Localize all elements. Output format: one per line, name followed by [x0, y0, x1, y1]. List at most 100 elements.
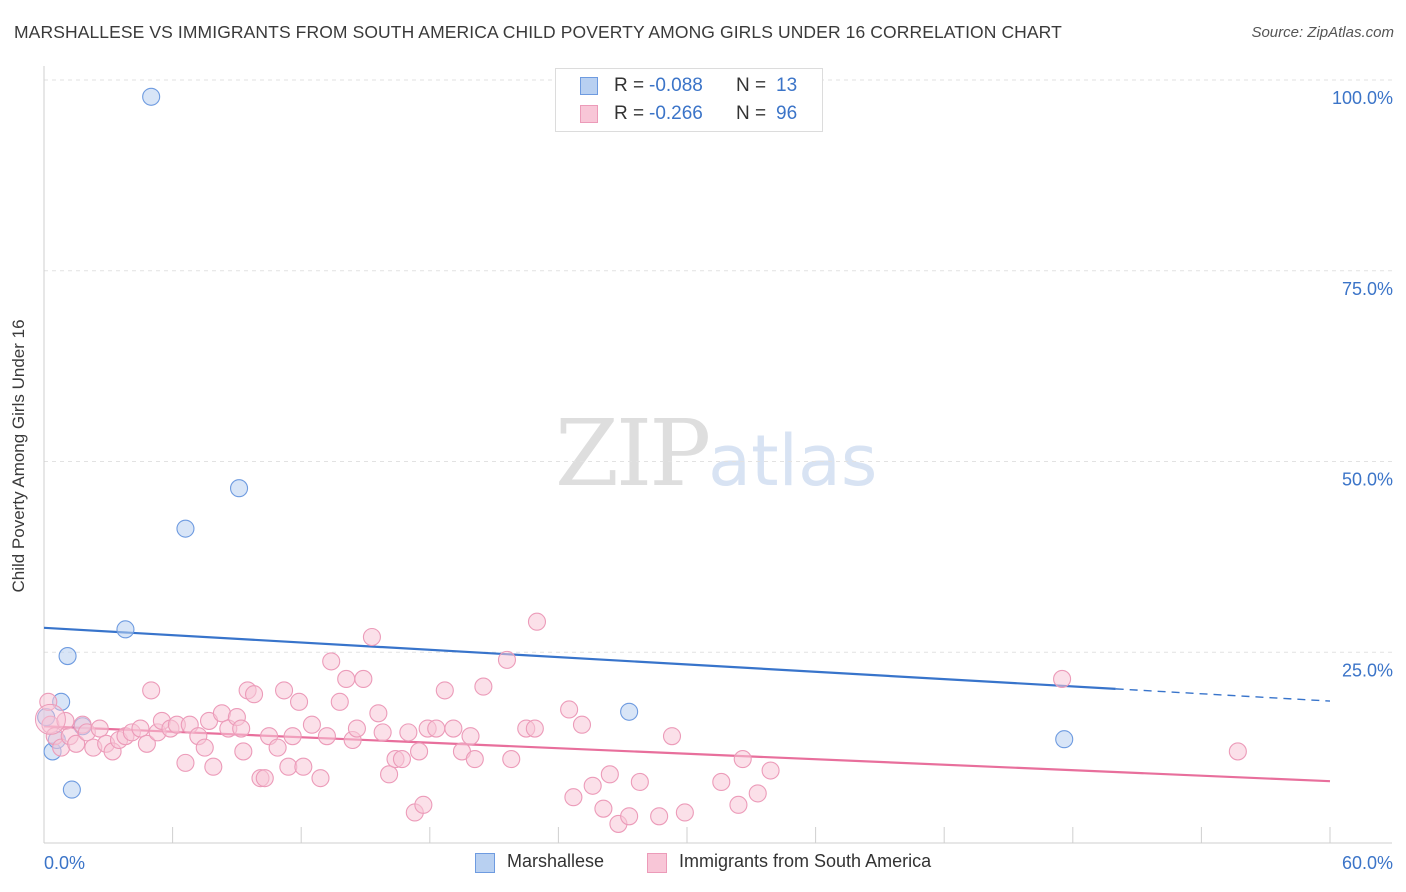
trend-line-marshallese-extension: [1115, 688, 1331, 702]
point-south-america: [662, 727, 682, 746]
y-tick-label: 100.0%: [1332, 88, 1393, 108]
source-label: Source: ZipAtlas.com: [1251, 24, 1394, 41]
point-marshallese: [176, 519, 195, 538]
y-tick-label: 75.0%: [1342, 279, 1393, 299]
legend-swatch-pink: [647, 853, 667, 873]
data-points: [34, 87, 1247, 833]
point-south-america: [465, 750, 484, 769]
grid-lines: [44, 79, 1392, 653]
legend-label-south-america: Immigrants from South America: [679, 851, 932, 871]
y-tick-label: 50.0%: [1342, 470, 1393, 490]
point-south-america: [427, 719, 446, 738]
point-south-america: [748, 784, 767, 803]
point-south-america: [527, 612, 547, 631]
point-south-america: [204, 757, 223, 776]
point-south-america: [234, 742, 253, 761]
point-south-america: [212, 704, 231, 723]
point-south-america: [283, 727, 302, 746]
point-south-america: [733, 750, 752, 769]
point-south-america: [399, 723, 418, 742]
point-marshallese: [142, 87, 161, 106]
point-marshallese: [620, 702, 639, 721]
legend-r-value: -0.088: [649, 75, 703, 96]
point-south-america: [583, 776, 602, 795]
point-south-america: [337, 669, 356, 689]
point-south-america: [322, 652, 341, 671]
chart-title: MARSHALLESE VS IMMIGRANTS FROM SOUTH AME…: [14, 22, 1062, 42]
point-south-america: [600, 765, 619, 784]
legend-row-marshallese: R = -0.088 N = 13: [556, 75, 822, 99]
point-south-america: [474, 677, 493, 696]
point-south-america: [268, 738, 287, 757]
point-south-america: [712, 772, 731, 792]
point-marshallese: [62, 780, 81, 799]
point-south-america: [131, 719, 150, 738]
point-south-america: [142, 681, 161, 700]
point-south-america: [67, 734, 86, 753]
point-south-america: [444, 719, 463, 738]
point-south-america: [176, 753, 195, 772]
point-south-america: [330, 692, 349, 711]
point-south-america: [290, 692, 309, 711]
watermark-zip: ZIP: [555, 400, 711, 507]
point-south-america: [650, 807, 669, 826]
legend-n-value: 96: [776, 103, 798, 124]
legend-r-label: R =: [614, 103, 645, 124]
point-south-america: [594, 799, 613, 818]
point-south-america: [279, 757, 298, 776]
point-south-america: [294, 757, 313, 776]
point-marshallese: [116, 620, 135, 639]
point-south-america: [347, 719, 366, 738]
y-tick-label: 25.0%: [1342, 660, 1393, 680]
point-south-america: [564, 788, 583, 807]
point-south-america: [137, 734, 156, 753]
point-south-america: [630, 772, 649, 792]
point-south-america: [373, 723, 392, 742]
point-south-america: [362, 627, 381, 647]
point-south-america: [502, 750, 521, 769]
point-south-america-cluster: [34, 703, 66, 735]
legend-swatch-pink: [580, 105, 598, 123]
point-south-america: [414, 795, 433, 814]
trend-lines: [43, 626, 1331, 783]
point-south-america: [1228, 742, 1247, 761]
point-south-america: [435, 681, 454, 700]
point-south-america: [392, 750, 411, 769]
point-south-america: [620, 807, 639, 826]
point-south-america: [560, 700, 579, 719]
correlation-legend: R = -0.088 N = 13 R = -0.266 N = 96: [555, 68, 823, 132]
x-tick-label: 0.0%: [44, 853, 85, 873]
trend-line-south-america: [43, 725, 1331, 783]
point-south-america: [761, 761, 780, 780]
point-south-america: [354, 669, 373, 689]
legend-swatch-blue: [580, 77, 598, 95]
point-south-america: [729, 795, 748, 814]
point-south-america: [195, 738, 214, 757]
tick-labels: 100.0% 75.0% 50.0% 25.0% 0.0% 60.0%: [44, 88, 1393, 873]
point-south-america: [302, 715, 321, 734]
legend-n-label: N =: [736, 103, 767, 124]
point-south-america: [461, 727, 480, 746]
point-south-america: [232, 719, 251, 738]
legend-r-value: -0.266: [649, 103, 703, 124]
legend-label-marshallese: Marshallese: [507, 851, 605, 871]
point-south-america: [1053, 669, 1072, 689]
x-tick-label: 60.0%: [1342, 853, 1393, 873]
legend-swatch-blue: [475, 853, 495, 873]
legend-row-south-america: R = -0.266 N = 96: [556, 103, 822, 127]
point-south-america: [497, 650, 517, 669]
point-south-america: [275, 681, 294, 700]
point-south-america: [244, 685, 264, 704]
point-south-america: [311, 769, 330, 788]
point-south-america: [410, 742, 429, 761]
legend-n-value: 13: [776, 75, 798, 96]
watermark: ZIPatlas: [555, 400, 877, 507]
point-south-america: [369, 704, 388, 723]
point-marshallese: [1055, 730, 1074, 749]
point-south-america: [255, 769, 274, 788]
point-south-america: [525, 719, 544, 738]
point-marshallese: [229, 479, 249, 498]
point-south-america: [90, 719, 109, 738]
legend-n-label: N =: [736, 75, 767, 96]
